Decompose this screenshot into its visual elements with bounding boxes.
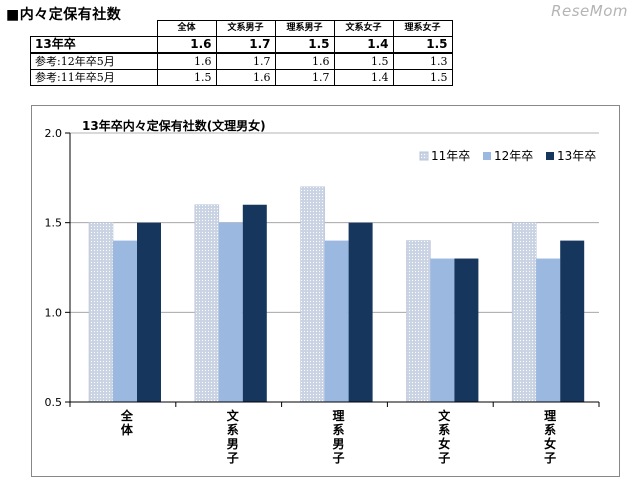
table-row: 参考:12年卒5月 1.6 1.7 1.6 1.5 1.3 — [30, 52, 453, 70]
table-header-cell: 文系男子 — [215, 20, 276, 37]
table-header-cell: 理系女子 — [392, 20, 453, 37]
table-cell: 1.5 — [156, 69, 217, 86]
table-row: 参考:11年卒5月 1.5 1.6 1.7 1.4 1.5 — [30, 69, 453, 86]
table-row-label: 13年卒 — [30, 36, 158, 54]
table-cell: 1.6 — [156, 52, 217, 70]
table-cell: 1.6 — [215, 69, 276, 86]
table-cell: 1.3 — [392, 52, 453, 70]
table-header-cell: 全体 — [156, 20, 217, 37]
table-cell: 1.6 — [156, 36, 217, 54]
table-header-row: 全体 文系男子 理系男子 文系女子 理系女子 — [30, 20, 453, 37]
table-corner-cell — [30, 20, 158, 37]
table-cell: 1.7 — [215, 36, 276, 54]
table-cell: 1.4 — [333, 36, 394, 54]
table-cell: 1.5 — [392, 69, 453, 86]
table-row-label: 参考:12年卒5月 — [30, 52, 158, 70]
table-header-cell: 理系男子 — [274, 20, 335, 37]
table-header-cell: 文系女子 — [333, 20, 394, 37]
chart-frame — [31, 105, 620, 477]
page-title: ■内々定保有社数 — [6, 7, 122, 23]
table-row-label: 参考:11年卒5月 — [30, 69, 158, 86]
resemom-watermark: ReseMom — [551, 2, 628, 20]
table-cell: 1.6 — [274, 52, 335, 70]
table-cell: 1.5 — [392, 36, 453, 54]
table-cell: 1.5 — [274, 36, 335, 54]
table-cell: 1.7 — [274, 69, 335, 86]
summary-table: 全体 文系男子 理系男子 文系女子 理系女子 13年卒 1.6 1.7 1.5 … — [30, 20, 453, 86]
table-row: 13年卒 1.6 1.7 1.5 1.4 1.5 — [30, 36, 453, 54]
table-cell: 1.5 — [333, 52, 394, 70]
table-cell: 1.7 — [215, 52, 276, 70]
table-cell: 1.4 — [333, 69, 394, 86]
